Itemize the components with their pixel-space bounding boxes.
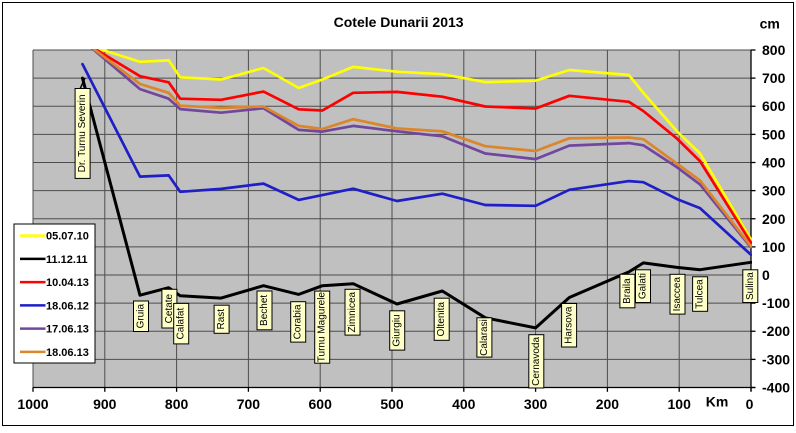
svg-text:17.06.13: 17.06.13 [46,324,89,336]
svg-text:600: 600 [309,396,333,412]
svg-text:Isaccea: Isaccea [672,277,683,312]
svg-text:500: 500 [380,396,404,412]
svg-text:400: 400 [762,155,786,171]
svg-text:-200: -200 [762,323,790,339]
svg-text:1000: 1000 [17,396,48,412]
svg-text:cm: cm [760,15,780,31]
svg-text:100: 100 [762,239,786,255]
svg-text:Corabia: Corabia [293,304,304,339]
svg-text:Braila: Braila [622,278,633,304]
svg-text:700: 700 [237,396,261,412]
svg-text:Cetate: Cetate [164,293,175,323]
svg-text:Oltenita: Oltenita [436,302,447,337]
svg-text:Tulcea: Tulcea [695,279,706,309]
svg-text:Giurgiu: Giurgiu [392,314,403,346]
svg-text:200: 200 [596,396,620,412]
svg-text:18.06.12: 18.06.12 [46,300,89,312]
svg-text:-100: -100 [762,295,790,311]
svg-text:Sulina: Sulina [745,272,756,300]
svg-text:Rast: Rast [216,309,227,330]
svg-text:Calarasi: Calarasi [479,319,490,356]
svg-text:18.06.13: 18.06.13 [46,347,89,359]
svg-text:Km: Km [706,394,729,410]
svg-text:100: 100 [668,396,692,412]
svg-text:Gruia: Gruia [136,304,147,329]
svg-text:400: 400 [452,396,476,412]
svg-text:Turnu Magurele: Turnu Magurele [317,292,328,363]
svg-text:Harsova: Harsova [564,306,575,344]
svg-text:Cotele Dunarii 2013: Cotele Dunarii 2013 [334,14,464,30]
svg-text:600: 600 [762,98,786,114]
svg-text:Zimnicea: Zimnicea [347,291,358,332]
svg-text:700: 700 [762,70,786,86]
svg-text:Calafat: Calafat [176,308,187,340]
svg-text:500: 500 [762,126,786,142]
svg-text:900: 900 [93,396,117,412]
svg-text:Bechet: Bechet [259,295,270,326]
svg-text:300: 300 [524,396,548,412]
svg-text:300: 300 [762,183,786,199]
svg-text:05.07.10: 05.07.10 [46,231,89,243]
svg-text:10.04.13: 10.04.13 [46,277,89,289]
svg-text:Dr. Turnu Severin: Dr. Turnu Severin [77,94,88,172]
svg-text:Galati: Galati [638,273,649,299]
svg-text:-400: -400 [762,380,790,396]
svg-text:0: 0 [746,396,754,412]
svg-text:200: 200 [762,211,786,227]
svg-text:Cernavoda: Cernavoda [531,337,542,386]
svg-text:0: 0 [762,267,770,283]
svg-text:11.12.11: 11.12.11 [46,254,88,266]
svg-text:800: 800 [762,42,786,58]
svg-text:-300: -300 [762,351,790,367]
svg-text:800: 800 [165,396,189,412]
